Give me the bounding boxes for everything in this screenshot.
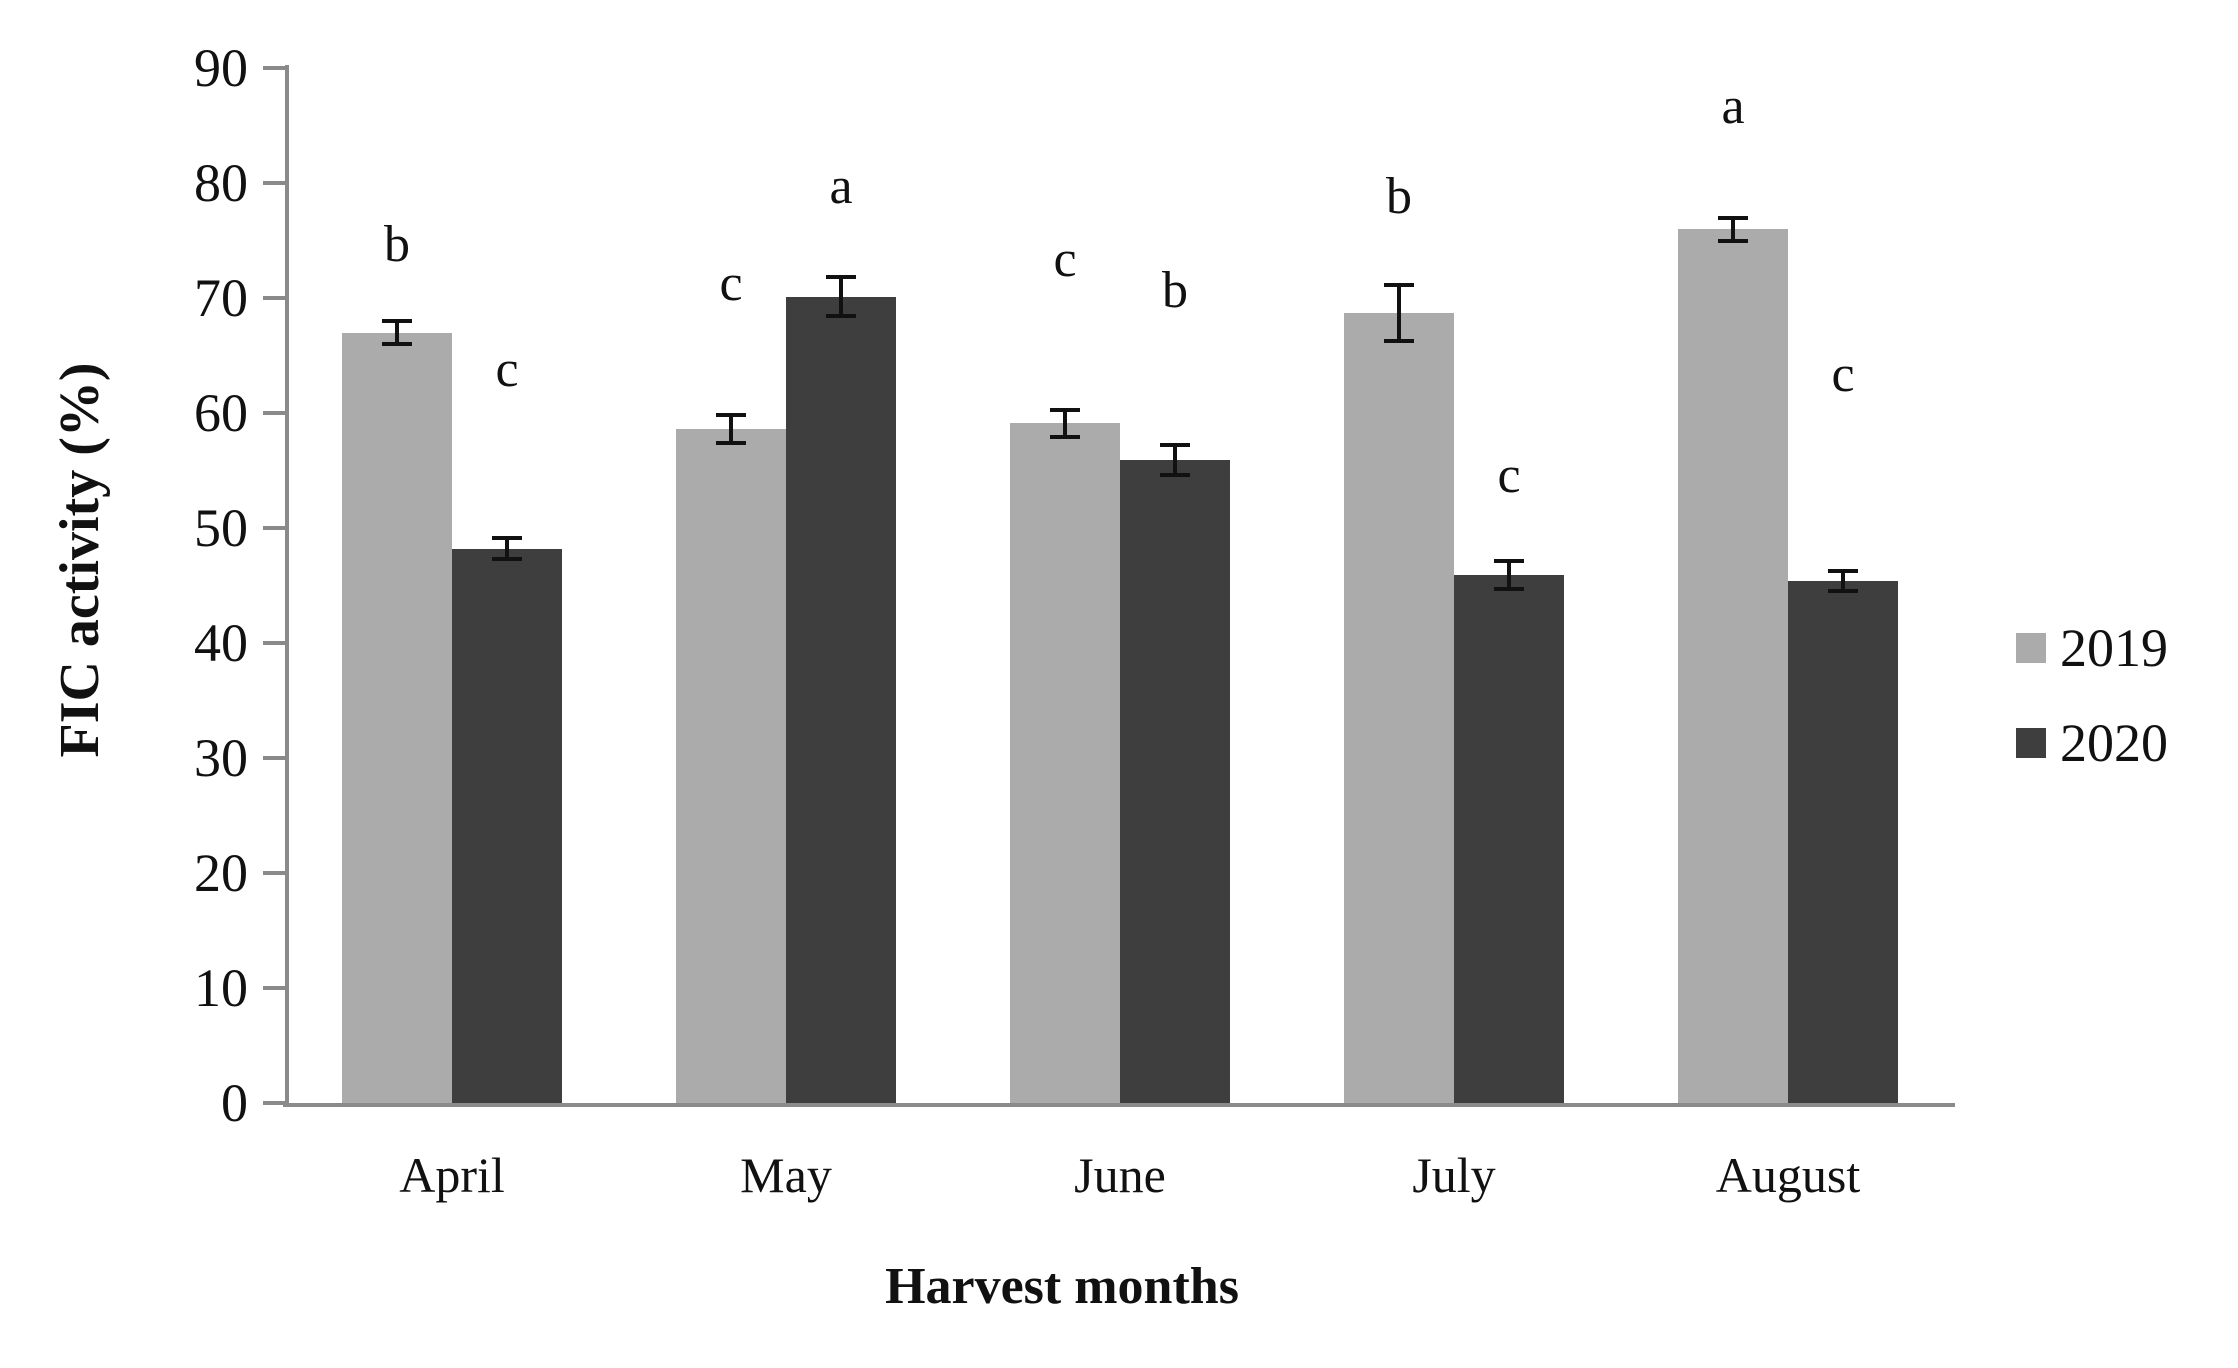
bar-june-2020 [1120,460,1230,1103]
error-bar-whisker-august-2020 [1841,570,1845,592]
sig-letter-may-2019: c [719,255,743,313]
y-tick-30 [263,756,285,760]
bar-april-2020 [452,548,562,1103]
error-bar-cap-top-august-2019 [1718,215,1748,220]
x-tick-label-august: August [1715,1147,1861,1203]
y-tick-label-60: 60 [194,383,248,443]
error-bar-cap-top-april-2019 [382,319,412,323]
legend-item-2020: 2020 [2016,716,2168,770]
x-axis-title: Harvest months [885,1258,1239,1315]
error-bar-cap-bottom-april-2019 [382,342,412,346]
sig-letter-april-2019: b [384,216,410,273]
y-tick-80 [263,181,285,185]
bar-april-2019 [342,332,452,1103]
error-bar-whisker-august-2019 [1731,217,1735,241]
error-bar-cap-bottom-august-2019 [1718,238,1748,243]
y-tick-70 [263,296,285,300]
error-bar-cap-top-april-2020 [492,536,522,541]
sig-letter-june-2020: b [1162,262,1188,320]
y-tick-20 [263,871,285,875]
error-bar-cap-top-june-2019 [1050,407,1080,412]
y-tick-label-0: 0 [221,1073,248,1133]
error-bar-cap-top-june-2020 [1160,443,1190,448]
y-tick-label-90: 90 [194,38,248,98]
y-axis-line [285,65,289,1107]
error-bar-cap-bottom-august-2020 [1828,589,1858,594]
sig-letter-june-2019: c [1053,230,1077,288]
legend-label-2019: 2019 [2060,618,2168,678]
y-tick-label-80: 80 [194,153,248,213]
sig-letter-august-2019: a [1721,77,1745,135]
error-bar-whisker-june-2020 [1173,445,1177,476]
error-bar-cap-top-may-2020 [826,275,856,280]
error-bar-whisker-april-2020 [505,538,509,560]
sig-letter-july-2020: c [1497,447,1521,505]
error-bar-whisker-may-2019 [729,415,733,443]
error-bar-whisker-july-2019 [1397,285,1401,341]
y-tick-label-10: 10 [194,958,248,1018]
y-tick-60 [263,411,285,415]
y-tick-0 [263,1101,285,1105]
bar-may-2019 [676,429,786,1103]
error-bar-cap-bottom-july-2019 [1384,338,1414,343]
legend-swatch-2020-icon [2016,728,2046,758]
y-tick-90 [263,66,285,70]
y-tick-50 [263,526,285,530]
bar-july-2020 [1454,575,1564,1103]
y-tick-40 [263,641,285,645]
error-bar-cap-bottom-june-2020 [1160,473,1190,478]
error-bar-cap-bottom-april-2020 [492,557,522,562]
error-bar-cap-top-july-2020 [1494,559,1524,564]
y-tick-label-50: 50 [194,498,248,558]
y-tick-10 [263,986,285,990]
x-tick-label-june: June [1074,1147,1166,1203]
bar-may-2020 [786,296,896,1103]
legend-label-2020: 2020 [2060,713,2168,773]
error-bar-whisker-june-2019 [1063,409,1067,438]
bar-august-2019 [1678,229,1788,1103]
error-bar-cap-bottom-may-2020 [826,314,856,319]
error-bar-cap-top-may-2019 [716,413,746,418]
x-tick-label-may: May [740,1147,832,1203]
x-axis-line [283,1103,1955,1107]
error-bar-cap-top-august-2020 [1828,568,1858,573]
error-bar-whisker-april-2019 [395,321,399,344]
y-tick-label-20: 20 [194,843,248,903]
error-bar-cap-bottom-may-2019 [716,440,746,445]
bar-july-2019 [1344,312,1454,1103]
legend-swatch-2019-icon [2016,633,2046,663]
error-bar-cap-bottom-june-2019 [1050,435,1080,440]
sig-letter-august-2020: c [1831,345,1855,403]
error-bar-cap-top-july-2019 [1384,283,1414,288]
y-tick-label-40: 40 [194,613,248,673]
bar-june-2019 [1010,423,1120,1103]
y-tick-label-70: 70 [194,268,248,328]
error-bar-whisker-july-2020 [1507,561,1511,589]
sig-letter-may-2020: a [829,158,853,216]
x-tick-label-april: April [399,1147,505,1203]
sig-letter-april-2020: c [495,341,519,399]
sig-letter-july-2019: b [1386,168,1412,226]
legend-item-2019: 2019 [2016,621,2168,675]
x-tick-label-july: July [1412,1147,1496,1203]
y-tick-label-30: 30 [194,728,248,788]
bar-august-2020 [1788,580,1898,1103]
error-bar-whisker-may-2020 [839,277,843,317]
error-bar-cap-bottom-july-2020 [1494,586,1524,591]
